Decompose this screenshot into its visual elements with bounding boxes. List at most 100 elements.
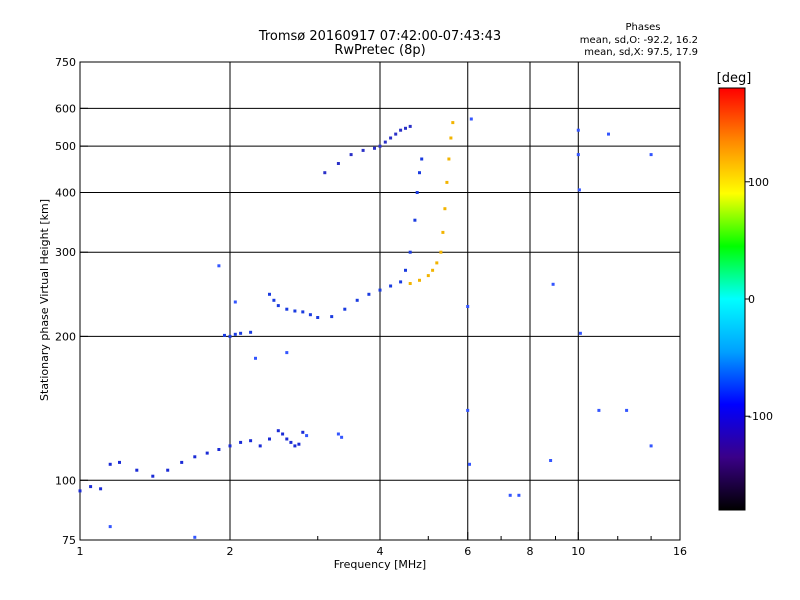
- data-point: [151, 474, 155, 478]
- data-point: [193, 535, 197, 539]
- data-point: [399, 128, 403, 132]
- data-point: [297, 442, 301, 446]
- data-point: [323, 171, 327, 175]
- data-point: [249, 439, 253, 443]
- data-point: [468, 462, 471, 466]
- data-point: [551, 282, 555, 286]
- data-points: [78, 117, 653, 539]
- data-point: [285, 437, 289, 441]
- x-tick-label: 2: [227, 545, 234, 558]
- data-point: [404, 268, 407, 272]
- colorbar-label: [deg]: [717, 71, 752, 86]
- data-point: [180, 460, 184, 464]
- data-point: [447, 157, 451, 161]
- y-axis-ticks: 75 100 200 300 400 500 600 750: [55, 56, 88, 547]
- data-point: [399, 280, 403, 284]
- data-point: [576, 153, 580, 157]
- data-point: [451, 121, 455, 125]
- colorbar: [718, 87, 746, 511]
- y-tick-label: 200: [55, 330, 76, 343]
- x-tick-label: 8: [527, 545, 534, 558]
- data-point: [336, 162, 340, 165]
- data-point: [383, 140, 387, 144]
- data-point: [281, 432, 285, 436]
- data-point: [378, 144, 382, 148]
- y-tick-label: 300: [55, 246, 76, 259]
- data-point: [443, 207, 447, 211]
- data-point: [108, 462, 112, 466]
- data-point: [435, 261, 439, 265]
- data-point: [272, 298, 276, 302]
- data-point: [577, 188, 581, 192]
- data-point: [308, 313, 312, 317]
- data-point: [239, 440, 243, 444]
- data-point: [268, 437, 271, 441]
- data-point: [367, 292, 371, 296]
- data-point: [361, 148, 365, 152]
- data-point: [78, 489, 82, 493]
- x-axis-ticks: 1 2 4 6 8 10 16: [77, 532, 687, 558]
- y-tick-label: 750: [55, 56, 76, 69]
- data-point: [316, 316, 320, 319]
- data-point: [285, 351, 289, 355]
- y-tick-label: 600: [55, 102, 76, 115]
- colorbar-tick-label: 0: [748, 293, 755, 306]
- data-point: [217, 264, 221, 268]
- data-point: [258, 444, 262, 448]
- data-point: [408, 282, 412, 285]
- data-point: [205, 451, 209, 455]
- data-point: [276, 304, 280, 308]
- data-point: [649, 153, 653, 157]
- data-point: [649, 444, 653, 448]
- data-point: [517, 493, 521, 497]
- data-point: [305, 434, 309, 438]
- y-tick-label: 100: [55, 474, 76, 487]
- data-point: [118, 460, 121, 464]
- data-point: [340, 435, 344, 439]
- data-point: [166, 468, 170, 472]
- data-point: [330, 315, 334, 319]
- legend-line-o: mean, sd,O: -92.2, 16.2: [580, 35, 698, 46]
- data-point: [431, 268, 435, 272]
- data-point: [415, 191, 419, 194]
- data-point: [193, 455, 197, 459]
- data-point: [607, 132, 610, 136]
- data-point: [276, 429, 280, 433]
- data-point: [108, 525, 112, 529]
- data-point: [336, 432, 340, 436]
- data-point: [293, 444, 297, 448]
- data-point: [408, 124, 412, 128]
- data-point: [228, 444, 232, 448]
- x-tick-label: 16: [673, 545, 687, 558]
- data-point: [413, 218, 417, 222]
- data-point: [418, 171, 421, 175]
- data-point: [285, 307, 289, 311]
- y-tick-label: 75: [62, 534, 76, 547]
- data-point: [449, 136, 453, 140]
- data-point: [597, 408, 601, 412]
- data-point: [373, 146, 376, 150]
- chart-subtitle: RwPretec (8p): [334, 43, 425, 58]
- data-point: [301, 430, 305, 434]
- data-point: [466, 305, 470, 308]
- y-tick-label: 400: [55, 186, 76, 199]
- data-point: [426, 274, 430, 278]
- data-point: [469, 117, 473, 121]
- data-point: [217, 448, 221, 451]
- y-axis-label: Stationary phase Virtual Height [km]: [38, 199, 51, 401]
- colorbar-tick-label: -100: [748, 410, 773, 423]
- data-point: [404, 126, 407, 130]
- data-point: [378, 288, 382, 292]
- data-point: [394, 132, 398, 136]
- x-tick-label: 10: [571, 545, 585, 558]
- data-point: [439, 250, 443, 254]
- x-tick-label: 6: [464, 545, 471, 558]
- data-point: [249, 330, 253, 334]
- data-point: [445, 180, 449, 184]
- data-point: [408, 250, 412, 254]
- legend-line-x: mean, sd,X: 97.5, 17.9: [584, 47, 698, 58]
- data-point: [223, 333, 226, 337]
- data-point: [508, 493, 512, 497]
- data-point: [228, 334, 232, 338]
